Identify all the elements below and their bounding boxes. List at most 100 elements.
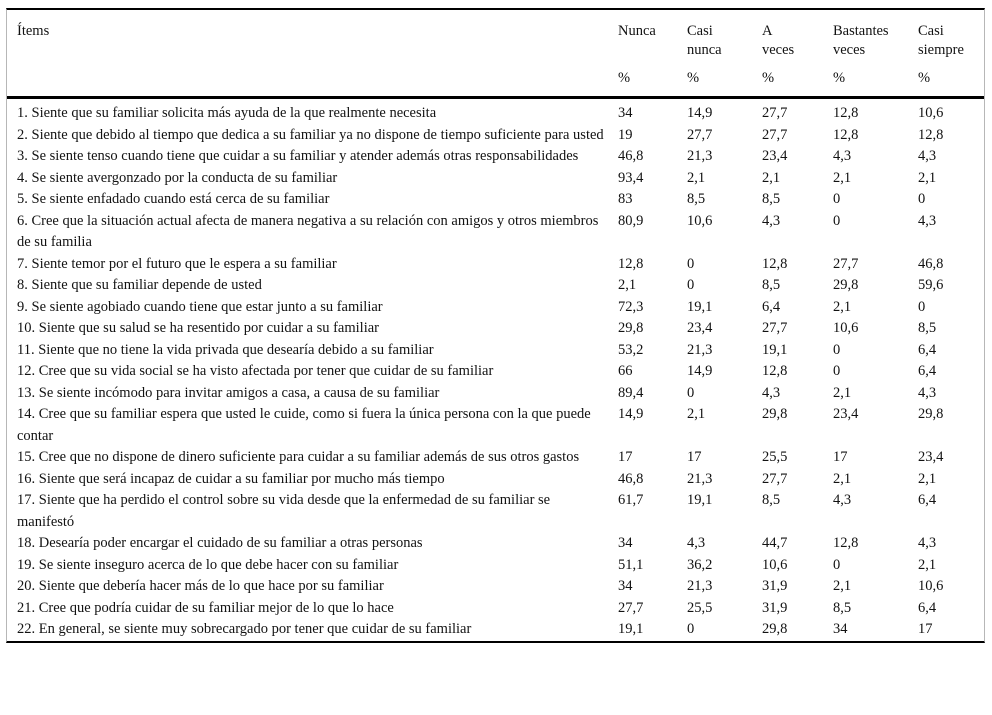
value-cell: 25,5 bbox=[687, 599, 713, 616]
value-cell: 8,5 bbox=[918, 320, 937, 336]
value-cell: 2,1 bbox=[687, 169, 706, 186]
value-cell: 2,1 bbox=[833, 298, 852, 315]
value-cell: 12,8 bbox=[918, 126, 944, 143]
table-row: 14. Cree que su familiar espera que uste… bbox=[7, 404, 984, 447]
value-cell: 0 bbox=[687, 277, 695, 293]
item-text: 21. Cree que podría cuidar de su familia… bbox=[17, 599, 394, 616]
value-cell: 21,3 bbox=[687, 341, 713, 358]
value-cell: 4,3 bbox=[918, 384, 937, 401]
value-cell: 83 bbox=[618, 191, 633, 207]
item-text: 17. Siente que ha perdido el control sob… bbox=[17, 492, 551, 530]
value-cell: 14,9 bbox=[687, 105, 713, 121]
value-cell: 27,7 bbox=[833, 255, 859, 272]
item-text: 9. Se siente agobiado cuando tiene que e… bbox=[17, 298, 383, 315]
value-cell: 10,6 bbox=[918, 578, 944, 594]
value-cell: 27,7 bbox=[762, 126, 788, 143]
value-cell: 59,6 bbox=[918, 277, 944, 293]
value-cell: 6,4 bbox=[918, 341, 937, 358]
table-row: 4. Se siente avergonzado por la conducta… bbox=[7, 168, 984, 190]
table-row: 15. Cree que no dispone de dinero sufici… bbox=[7, 447, 984, 469]
column-label: Casi siempre bbox=[918, 23, 964, 58]
item-text: 11. Siente que no tiene la vida privada … bbox=[17, 341, 434, 358]
column-header: Casi nunca% bbox=[687, 10, 762, 99]
column-label: Nunca bbox=[618, 23, 656, 39]
value-cell: 8,5 bbox=[833, 599, 852, 616]
item-text: 15. Cree que no dispone de dinero sufici… bbox=[17, 449, 580, 465]
value-cell: 0 bbox=[833, 212, 841, 229]
value-cell: 89,4 bbox=[618, 384, 644, 401]
value-cell: 0 bbox=[833, 191, 841, 207]
table-row: 5. Se siente enfadado cuando está cerca … bbox=[7, 189, 984, 211]
value-cell: 27,7 bbox=[618, 599, 644, 616]
value-cell: 12,8 bbox=[618, 255, 644, 272]
value-cell: 6,4 bbox=[918, 363, 937, 379]
value-cell: 66 bbox=[618, 363, 633, 379]
table-row: 1. Siente que su familiar solicita más a… bbox=[7, 98, 984, 125]
value-cell: 2,1 bbox=[918, 169, 937, 186]
table-row: 21. Cree que podría cuidar de su familia… bbox=[7, 598, 984, 620]
value-cell: 29,8 bbox=[618, 320, 644, 336]
table-row: 19. Se siente inseguro acerca de lo que … bbox=[7, 555, 984, 577]
value-cell: 21,3 bbox=[687, 148, 713, 164]
value-cell: 2,1 bbox=[833, 384, 852, 401]
percent-unit-label: % bbox=[918, 70, 931, 86]
table-row: 20. Siente que debería hacer más de lo q… bbox=[7, 576, 984, 598]
percent-unit-label: % bbox=[762, 70, 775, 86]
value-cell: 14,9 bbox=[687, 363, 713, 379]
items-column-label: Ítems bbox=[17, 23, 50, 39]
value-cell: 2,1 bbox=[833, 169, 852, 186]
value-cell: 0 bbox=[833, 556, 841, 573]
item-text: 6. Cree que la situación actual afecta d… bbox=[17, 212, 599, 251]
value-cell: 2,1 bbox=[833, 578, 852, 594]
item-text: 5. Se siente enfadado cuando está cerca … bbox=[17, 191, 330, 207]
value-cell: 12,8 bbox=[833, 535, 859, 551]
value-cell: 23,4 bbox=[833, 406, 859, 422]
item-text: 8. Siente que su familiar depende de ust… bbox=[17, 277, 262, 293]
table-row: 10. Siente que su salud se ha resentido … bbox=[7, 318, 984, 340]
value-cell: 10,6 bbox=[918, 105, 944, 121]
value-cell: 0 bbox=[918, 298, 926, 315]
value-cell: 34 bbox=[618, 535, 633, 551]
value-cell: 12,8 bbox=[762, 363, 788, 379]
value-cell: 23,4 bbox=[762, 148, 788, 164]
value-cell: 46,8 bbox=[618, 148, 644, 164]
value-cell: 4,3 bbox=[762, 212, 781, 229]
column-header: Casi siempre% bbox=[918, 10, 984, 99]
value-cell: 19,1 bbox=[687, 492, 713, 508]
table-row: 7. Siente temor por el futuro que le esp… bbox=[7, 254, 984, 276]
value-cell: 12,8 bbox=[833, 105, 859, 121]
table-row: 3. Se siente tenso cuando tiene que cuid… bbox=[7, 146, 984, 168]
value-cell: 29,8 bbox=[762, 621, 788, 637]
value-cell: 8,5 bbox=[762, 492, 781, 508]
table-row: 13. Se siente incómodo para invitar amig… bbox=[7, 383, 984, 405]
value-cell: 93,4 bbox=[618, 169, 644, 186]
value-cell: 46,8 bbox=[918, 255, 944, 272]
value-cell: 10,6 bbox=[762, 556, 788, 573]
item-text: 12. Cree que su vida social se ha visto … bbox=[17, 363, 494, 379]
value-cell: 29,8 bbox=[762, 406, 788, 422]
value-cell: 19,1 bbox=[687, 298, 713, 315]
value-cell: 8,5 bbox=[687, 191, 706, 207]
value-cell: 51,1 bbox=[618, 556, 644, 573]
value-cell: 0 bbox=[687, 384, 695, 401]
item-text: 19. Se siente inseguro acerca de lo que … bbox=[17, 556, 399, 573]
value-cell: 27,7 bbox=[762, 105, 788, 121]
column-header: A veces% bbox=[762, 10, 833, 99]
stats-table: Ítems Nunca% Casi nunca% A veces% Bastantes… bbox=[7, 10, 984, 641]
item-text: 20. Siente que debería hacer más de lo q… bbox=[17, 578, 384, 594]
table-row: 18. Desearía poder encargar el cuidado d… bbox=[7, 533, 984, 555]
percent-unit-label: % bbox=[687, 70, 700, 86]
value-cell: 34 bbox=[618, 105, 633, 121]
item-text: 4. Se siente avergonzado por la conducta… bbox=[17, 169, 338, 186]
item-text: 7. Siente temor por el futuro que le esp… bbox=[17, 255, 337, 272]
value-cell: 21,3 bbox=[687, 578, 713, 594]
value-cell: 10,6 bbox=[833, 320, 859, 336]
value-cell: 31,9 bbox=[762, 599, 788, 616]
value-cell: 8,5 bbox=[762, 277, 781, 293]
value-cell: 17 bbox=[687, 449, 702, 465]
value-cell: 2,1 bbox=[918, 470, 937, 487]
value-cell: 29,8 bbox=[833, 277, 859, 293]
value-cell: 4,3 bbox=[687, 535, 706, 551]
value-cell: 0 bbox=[687, 255, 695, 272]
value-cell: 19 bbox=[618, 126, 633, 143]
